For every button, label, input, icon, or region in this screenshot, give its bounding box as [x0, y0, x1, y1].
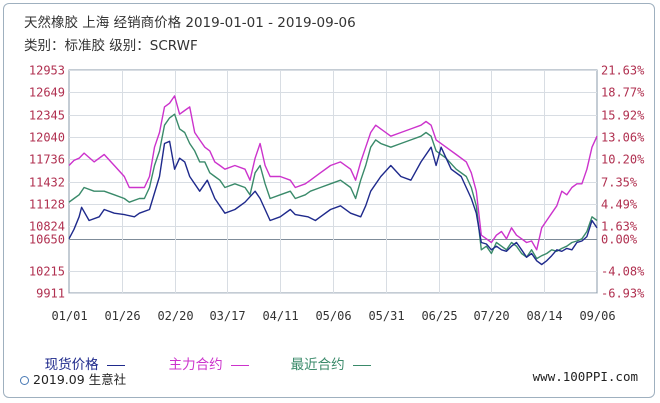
- legend-swatch-near: [352, 364, 371, 366]
- right-tick-label: 10.20%: [601, 153, 645, 167]
- left-tick-label: 11128: [29, 198, 65, 212]
- legend-swatch-main: [230, 364, 249, 366]
- x-tick-label: 09/06: [579, 309, 615, 323]
- chart-title: 天然橡胶 上海 经销商价格 2019-01-01 - 2019-09-06: [24, 15, 356, 31]
- right-tick-label: -4.08%: [601, 265, 645, 279]
- left-tick-label: 9911: [36, 287, 65, 301]
- right-tick-label: 13.06%: [601, 131, 645, 145]
- right-tick-label: 18.77%: [601, 86, 645, 100]
- chart-subtitle: 类别：标准胶 级别：SCRWF: [24, 38, 198, 54]
- right-tick-label: 1.63%: [601, 220, 638, 234]
- left-tick-label: 10215: [29, 265, 65, 279]
- x-tick-label: 01/01: [51, 309, 87, 323]
- left-tick-label: 11736: [29, 153, 65, 167]
- right-tick-label: 21.63%: [601, 64, 645, 78]
- axis-layer: 12953 21.63% 12649 18.77% 12345 15.92% 12040 13…: [29, 64, 645, 324]
- series-line-spot: [68, 140, 598, 266]
- right-tick-label: 4.49%: [601, 198, 638, 212]
- grid-layer: [68, 69, 598, 294]
- x-tick-label: 05/06: [315, 309, 351, 323]
- series-layer: [68, 95, 598, 266]
- legend-swatch-spot: [106, 364, 125, 366]
- right-tick-label: -6.93%: [601, 287, 645, 301]
- left-tick-label: 12040: [29, 131, 65, 145]
- copyright-icon: [20, 376, 29, 385]
- right-tick-label: 7.35%: [601, 176, 638, 190]
- legend-label-main: 主力合约: [168, 357, 223, 373]
- right-tick-label: 0.00%: [601, 233, 638, 247]
- series-line-main: [68, 95, 598, 251]
- x-tick-label: 05/31: [368, 309, 404, 323]
- footer-site-link[interactable]: www.100PPI.com: [532, 369, 638, 384]
- x-tick-label: 08/14: [526, 309, 562, 323]
- x-tick-label: 07/20: [473, 309, 509, 323]
- legend-label-near: 最近合约: [290, 357, 345, 373]
- x-tick-label: 02/20: [157, 309, 193, 323]
- chart-frame: [3, 3, 655, 398]
- left-tick-label: 12953: [29, 64, 65, 78]
- legend-label-spot: 现货价格: [44, 357, 99, 373]
- legend-item-near: 最近合约: [282, 337, 371, 373]
- footer-copyright: 2019.09 生意社: [20, 369, 126, 388]
- x-tick-label: 04/11: [262, 309, 298, 323]
- footer-copyright-text: 2019.09 生意社: [33, 372, 127, 387]
- x-tick-label: 06/25: [421, 309, 457, 323]
- left-tick-label: 12649: [29, 86, 65, 100]
- x-tick-label: 03/17: [209, 309, 245, 323]
- legend-item-main: 主力合约: [160, 337, 249, 373]
- x-tick-label: 01/26: [104, 309, 140, 323]
- left-tick-label: 10824: [29, 220, 65, 234]
- right-tick-label: 15.92%: [601, 109, 645, 123]
- left-tick-label: 12345: [29, 109, 65, 123]
- left-tick-label: 11432: [29, 176, 65, 190]
- left-tick-label: 10650: [29, 233, 65, 247]
- legend-item-spot: 现货价格: [36, 337, 125, 373]
